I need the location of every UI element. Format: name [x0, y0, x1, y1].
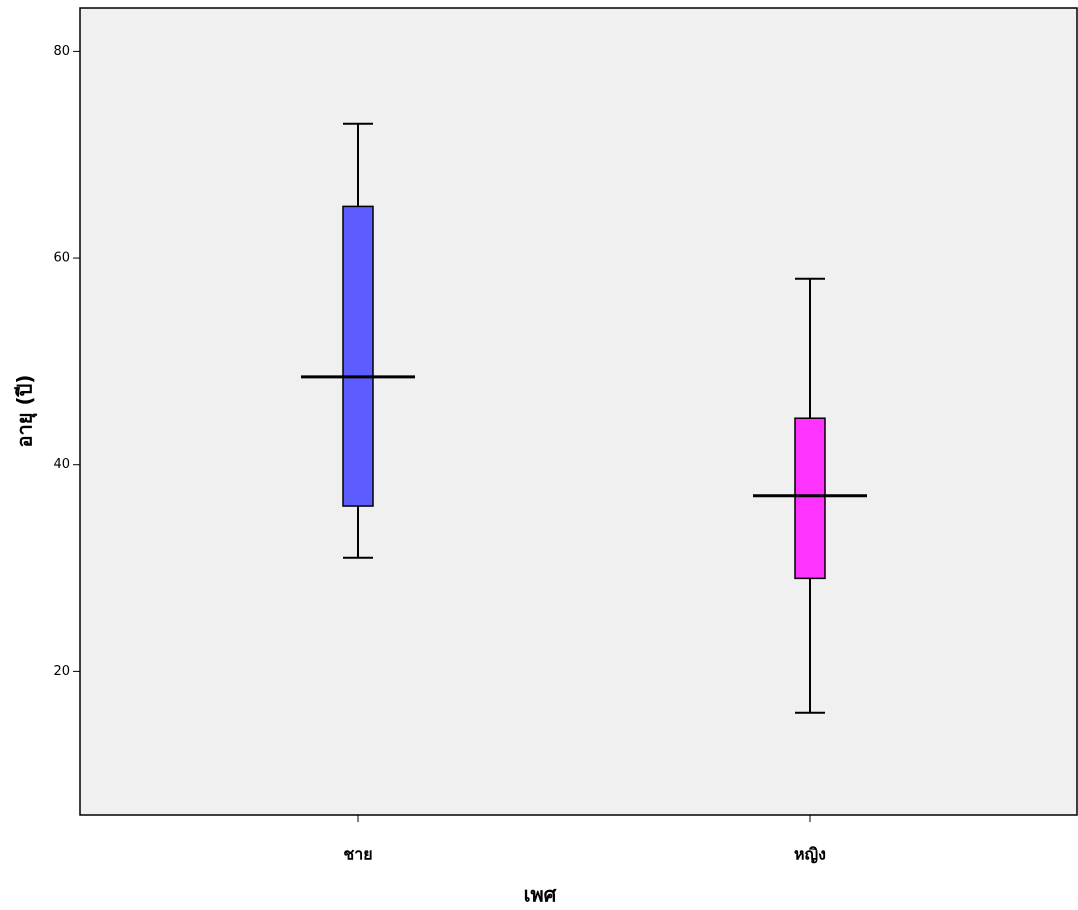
x-tick-label: หญิง [794, 845, 826, 865]
y-axis-label: อายุ (ปี) [13, 375, 38, 448]
y-tick-label: 80 [53, 44, 70, 59]
plot-area [80, 8, 1077, 815]
x-axis-label: เพศ [524, 883, 558, 907]
x-tick-label: ชาย [343, 845, 372, 864]
box [795, 418, 825, 578]
box [343, 206, 373, 506]
y-tick-label: 60 [53, 251, 70, 266]
chart: เพศ อายุ (ปี) 20 40 60 80 ชาย หญิง [0, 0, 1078, 910]
y-tick-label: 20 [53, 664, 70, 679]
y-tick-label: 40 [53, 457, 70, 472]
